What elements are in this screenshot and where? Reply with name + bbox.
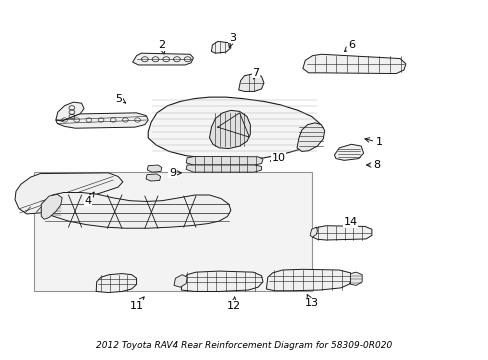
Text: 6: 6 bbox=[344, 40, 354, 51]
Polygon shape bbox=[132, 53, 193, 65]
Polygon shape bbox=[209, 111, 250, 149]
Text: 8: 8 bbox=[366, 160, 380, 170]
Text: 11: 11 bbox=[129, 297, 144, 311]
Polygon shape bbox=[15, 173, 122, 214]
Polygon shape bbox=[334, 144, 363, 160]
Polygon shape bbox=[309, 227, 317, 237]
Bar bbox=[34, 172, 311, 292]
Text: 7: 7 bbox=[252, 68, 259, 79]
Polygon shape bbox=[350, 272, 362, 285]
Polygon shape bbox=[174, 275, 187, 287]
Text: 14: 14 bbox=[343, 217, 357, 227]
Polygon shape bbox=[41, 193, 230, 228]
Text: 12: 12 bbox=[226, 297, 241, 311]
Text: 9: 9 bbox=[169, 168, 181, 178]
Polygon shape bbox=[266, 269, 352, 291]
Polygon shape bbox=[41, 194, 62, 219]
Text: 13: 13 bbox=[304, 294, 318, 308]
Text: 5: 5 bbox=[115, 94, 125, 104]
Polygon shape bbox=[312, 226, 371, 240]
Polygon shape bbox=[186, 157, 263, 165]
Text: 2012 Toyota RAV4 Rear Reinforcement Diagram for 58309-0R020: 2012 Toyota RAV4 Rear Reinforcement Diag… bbox=[96, 341, 392, 350]
Polygon shape bbox=[296, 123, 324, 152]
Polygon shape bbox=[186, 165, 261, 172]
Polygon shape bbox=[148, 97, 322, 159]
Text: 2: 2 bbox=[158, 40, 165, 54]
Text: 1: 1 bbox=[364, 138, 382, 148]
Polygon shape bbox=[146, 174, 160, 181]
Text: 3: 3 bbox=[228, 33, 235, 48]
Polygon shape bbox=[56, 113, 148, 128]
Polygon shape bbox=[181, 271, 263, 292]
Polygon shape bbox=[56, 102, 84, 121]
Text: 4: 4 bbox=[84, 192, 94, 206]
Polygon shape bbox=[96, 274, 136, 293]
Text: 10: 10 bbox=[270, 153, 285, 163]
Polygon shape bbox=[238, 73, 264, 91]
Polygon shape bbox=[211, 41, 230, 53]
Polygon shape bbox=[147, 165, 162, 172]
Polygon shape bbox=[302, 54, 405, 73]
